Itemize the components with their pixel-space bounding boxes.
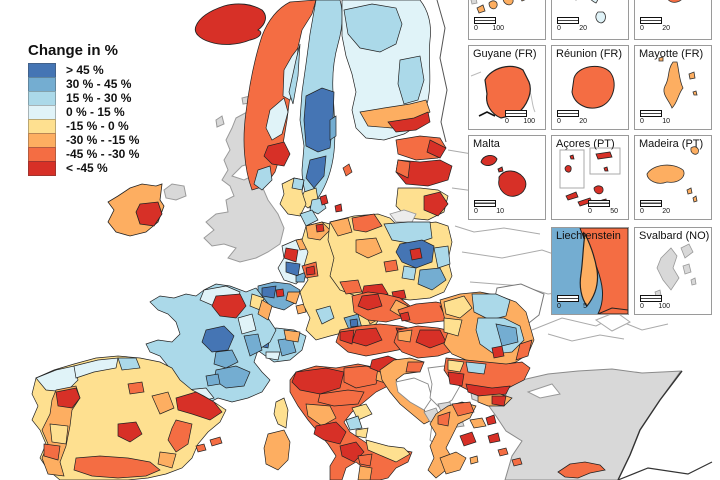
region-corsica	[273, 397, 289, 429]
legend-class-label: -45 % - -30 %	[66, 147, 140, 161]
region-finland	[341, 0, 431, 141]
inset-map-islands	[667, 0, 682, 3]
region-sweden	[299, 0, 353, 209]
legend-class-label: 30 % - 45 %	[66, 77, 132, 91]
inset-map-islands	[646, 146, 699, 203]
inset-label: Liechtenstein	[556, 230, 621, 242]
inset-map-islands	[575, 0, 606, 24]
legend-title: Change in %	[28, 42, 119, 59]
inset-malta: Malta 0 10	[468, 135, 546, 220]
legend-swatch	[28, 62, 56, 78]
scale-bar: 0 10	[474, 200, 508, 216]
inset-map-islands	[470, 65, 536, 119]
legend-class-label: 15 % - 30 %	[66, 91, 132, 105]
legend-row: -15 % - 0 %	[28, 118, 139, 134]
region-france	[145, 283, 277, 405]
legend-class-label: > 45 %	[66, 63, 104, 77]
legend-row: -30 % - -15 %	[28, 132, 140, 148]
inset-map-islands	[571, 65, 615, 109]
inset-label: Açores (PT)	[556, 138, 615, 150]
region-romania	[439, 291, 535, 367]
legend: Change in % > 45 % 30 % - 45 % 15 % - 30 %…	[8, 42, 140, 176]
legend-swatch	[28, 146, 56, 162]
legend-swatch	[28, 76, 56, 92]
region-portugal	[41, 385, 81, 477]
legend-row: 0 % - 15 %	[28, 104, 139, 120]
inset-guadeloupe: 0 20	[551, 0, 629, 40]
legend-swatch	[28, 160, 56, 176]
legend-class-label: 0 % - 15 %	[66, 105, 125, 119]
scale-bar: 0 100	[640, 295, 674, 311]
region-belgium	[257, 281, 307, 315]
inset-map-islands	[480, 155, 527, 197]
scale-bar: 0 100	[474, 17, 508, 33]
legend-swatch	[28, 118, 56, 134]
region-estonia	[395, 135, 447, 161]
region-latvia	[395, 159, 453, 187]
legend-class-label: < -45 %	[66, 161, 108, 175]
legend-swatch	[28, 132, 56, 148]
region-spain	[31, 355, 227, 480]
region-norway	[243, 0, 317, 191]
region-greece	[427, 393, 523, 479]
region-kaliningrad	[389, 209, 417, 223]
inset-reunion: Réunion (FR) 0 20	[551, 45, 629, 130]
inset-label: Réunion (FR)	[556, 48, 623, 60]
legend-swatch	[28, 104, 56, 120]
scale-bar: 0 10	[640, 110, 674, 126]
inset-label: Svalbard (NO)	[639, 230, 710, 242]
region-denmark	[279, 177, 343, 217]
legend-rows: > 45 % 30 % - 45 % 15 % - 30 % 0 % - 15 % -1…	[8, 62, 140, 176]
scale-bar: 0 50	[588, 200, 622, 216]
legend-row: > 45 %	[28, 62, 139, 78]
inset-map-islands	[559, 147, 621, 207]
region-ireland	[107, 183, 165, 237]
inset-map-islands	[470, 0, 526, 14]
scale-bar: 0 20	[557, 17, 591, 33]
inset-label: Guyane (FR)	[473, 48, 537, 60]
legend-row: -45 % - -30 %	[28, 146, 140, 162]
region-czechia	[351, 291, 411, 323]
scale-bar: 0 20	[640, 17, 674, 33]
inset-azores: Açores (PT) 0 50	[551, 135, 629, 220]
region-cyprus	[557, 461, 606, 479]
region-sardinia	[263, 429, 291, 471]
inset-martinique: 0 20	[634, 0, 712, 40]
inset-madeira: Madeira (PT) 0 20	[634, 135, 712, 220]
inset-canary-islands: 0 100	[468, 0, 546, 40]
scale-bar: 0 20	[557, 110, 591, 126]
legend-row: < -45 %	[28, 160, 139, 176]
legend-class-label: -30 % - -15 %	[66, 133, 140, 147]
inset-guyane: Guyane (FR) 0 100	[468, 45, 546, 130]
scale-bar: 0 100	[505, 110, 539, 126]
scale-bar: 0 20	[640, 200, 674, 216]
legend-row: 15 % - 30 %	[28, 90, 139, 106]
inset-svalbard: Svalbard (NO) 0 100	[634, 227, 712, 315]
region-poland	[327, 213, 453, 301]
inset-label: Malta	[473, 138, 500, 150]
inset-map-islands	[658, 56, 698, 109]
region-iceland	[194, 3, 266, 45]
legend-row: 30 % - 45 %	[28, 76, 139, 92]
legend-swatch	[28, 90, 56, 106]
inset-mayotte: Mayotte (FR) 0 10	[634, 45, 712, 130]
legend-class-label: -15 % - 0 %	[66, 119, 129, 133]
inset-label: Madeira (PT)	[639, 138, 704, 150]
inset-label: Mayotte (FR)	[639, 48, 704, 60]
